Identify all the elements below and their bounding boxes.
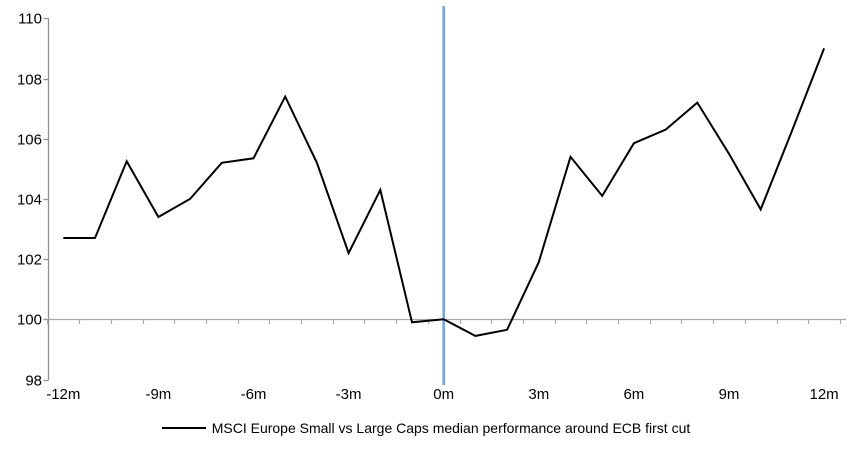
x-tick-label: -6m [241,386,267,403]
x-tick-label: -3m [336,386,362,403]
legend: MSCI Europe Small vs Large Caps median p… [0,420,852,436]
y-tick-label: 98 [25,373,42,390]
x-tick-label: 0m [433,386,454,403]
x-tick-label: 12m [810,386,839,403]
x-tick-label: 3m [528,386,549,403]
x-tick-label: 6m [623,386,644,403]
y-tick-label: 110 [18,11,42,28]
x-tick-label: 9m [719,386,740,403]
y-tick-label: 100 [17,312,42,329]
series-line [63,48,826,337]
x-tick-label: -12m [46,386,80,403]
x-tick-label: -9m [145,386,171,403]
legend-line-swatch [161,427,206,429]
y-tick-label: 108 [17,72,42,89]
legend-label: MSCI Europe Small vs Large Caps median p… [211,420,691,436]
y-tick-label: 102 [17,252,42,269]
y-tick-label: 104 [17,192,42,209]
y-tick-label: 106 [17,132,42,149]
